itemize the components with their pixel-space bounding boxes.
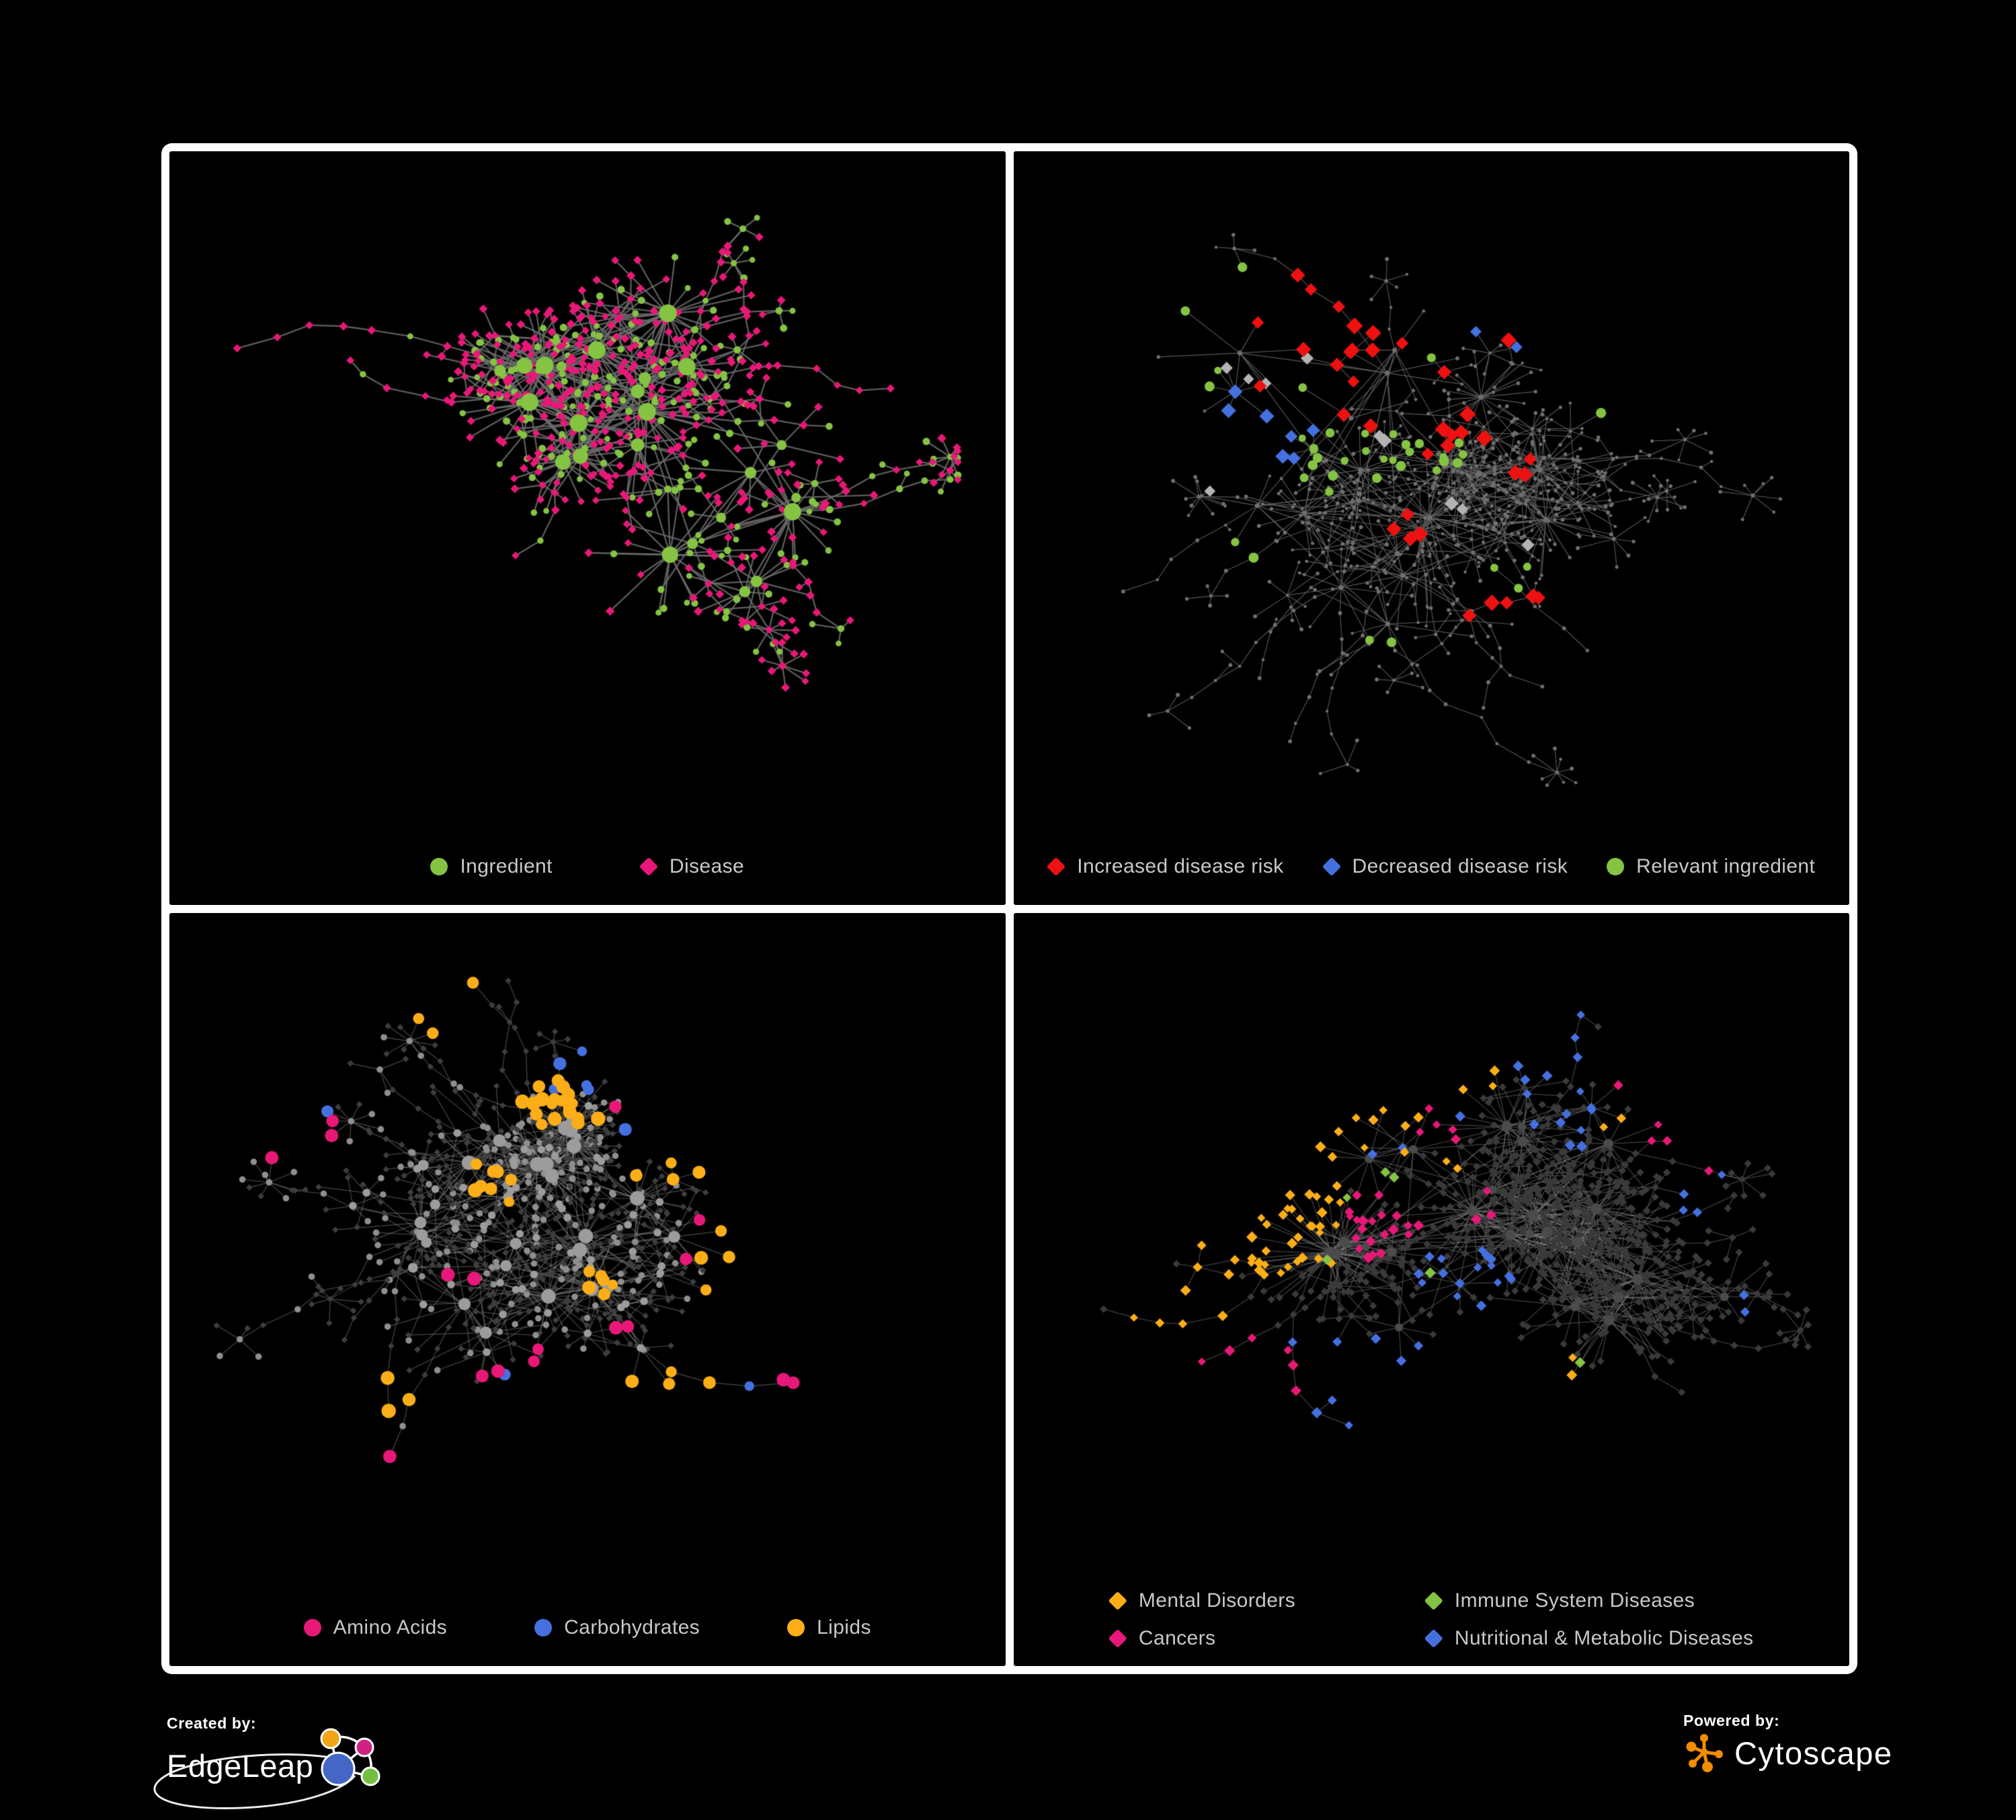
edgeleap-swoosh-icon: [153, 1753, 356, 1809]
diamond-marker-icon: [1424, 1628, 1444, 1649]
panel-disease-category-network: Mental Disorders Immune System Diseases Ca…: [1013, 912, 1849, 1666]
edgeleap-wordmark: EdgeLeap: [167, 1748, 314, 1784]
legend-item-increased-disease-risk: Increased disease risk: [1047, 855, 1283, 878]
diamond-marker-icon: [639, 857, 659, 876]
legend-disease-categories: Mental Disorders Immune System Diseases Ca…: [1108, 1589, 1754, 1650]
cytoscape-logo-icon: [1686, 1734, 1723, 1772]
legend-label: Immune System Diseases: [1454, 1589, 1695, 1612]
diamond-marker-icon: [1108, 1591, 1128, 1611]
diamond-marker-icon: [1424, 1591, 1444, 1611]
edgeleap-branding: Created by: EdgeLeap: [153, 1714, 422, 1809]
created-by-label: Created by:: [167, 1714, 257, 1732]
legend-item-ingredient: Ingredient: [430, 855, 552, 878]
legend-label: Disease: [669, 855, 745, 877]
legend-label: Cancers: [1138, 1627, 1216, 1649]
cytoscape-branding: Powered by: Cytoscape: [1683, 1712, 1893, 1774]
legend-label: Lipids: [817, 1616, 871, 1638]
legend-item-lipids: Lipids: [787, 1616, 871, 1639]
legend-item-mental-disorders: Mental Disorders: [1108, 1589, 1311, 1612]
legend-disease-risk: Increased disease risk Decreased disease …: [1014, 855, 1850, 878]
panel-macronutrient-network: Amino Acids Carbohydrates Lipids: [169, 912, 1006, 1666]
legend-item-carbohydrates: Carbohydrates: [534, 1616, 700, 1639]
cytoscape-wordmark: Cytoscape: [1734, 1735, 1893, 1771]
diamond-marker-icon: [1047, 857, 1066, 876]
circle-marker-icon: [303, 1619, 321, 1636]
legend-item-cancers: Cancers: [1108, 1627, 1311, 1650]
circle-marker-icon: [1607, 857, 1625, 875]
figure-grid: Ingredient Disease Increased disease risk…: [161, 143, 1857, 1674]
diamond-marker-icon: [1322, 857, 1341, 876]
legend-label: Amino Acids: [333, 1616, 448, 1638]
circle-marker-icon: [534, 1619, 553, 1636]
macronutrient-network-graph: [169, 912, 1006, 1666]
legend-item-relevant-ingredient: Relevant ingredient: [1607, 855, 1815, 878]
diamond-marker-icon: [1108, 1628, 1128, 1649]
legend-label: Nutritional & Metabolic Diseases: [1454, 1627, 1754, 1649]
powered-by-label: Powered by:: [1683, 1712, 1780, 1729]
legend-label: Decreased disease risk: [1352, 855, 1568, 877]
legend-macronutrients: Amino Acids Carbohydrates Lipids: [169, 1616, 1006, 1639]
legend-label: Carbohydrates: [564, 1616, 700, 1638]
legend-label: Relevant ingredient: [1636, 855, 1816, 877]
disease-category-network-graph: [1013, 912, 1849, 1666]
ingredient-disease-network-graph: [169, 151, 1006, 905]
legend-item-immune-system-diseases: Immune System Diseases: [1424, 1589, 1754, 1612]
panel-disease-risk-network: Increased disease risk Decreased disease …: [1013, 151, 1850, 905]
legend-ingredient-disease: Ingredient Disease: [169, 855, 1006, 878]
circle-marker-icon: [787, 1619, 805, 1636]
disease-risk-network-graph: [1013, 151, 1849, 905]
legend-item-disease: Disease: [639, 855, 745, 878]
legend-label: Increased disease risk: [1077, 855, 1284, 877]
legend-label: Mental Disorders: [1138, 1589, 1296, 1612]
legend-label: Ingredient: [460, 855, 553, 877]
edgeleap-logo-icon: [320, 1728, 380, 1786]
panel-ingredient-disease-network: Ingredient Disease: [169, 151, 1006, 905]
circle-marker-icon: [430, 857, 448, 875]
legend-item-decreased-disease-risk: Decreased disease risk: [1322, 855, 1568, 878]
legend-item-nutritional-metabolic-diseases: Nutritional & Metabolic Diseases: [1424, 1627, 1754, 1650]
legend-item-amino-acids: Amino Acids: [303, 1616, 448, 1639]
